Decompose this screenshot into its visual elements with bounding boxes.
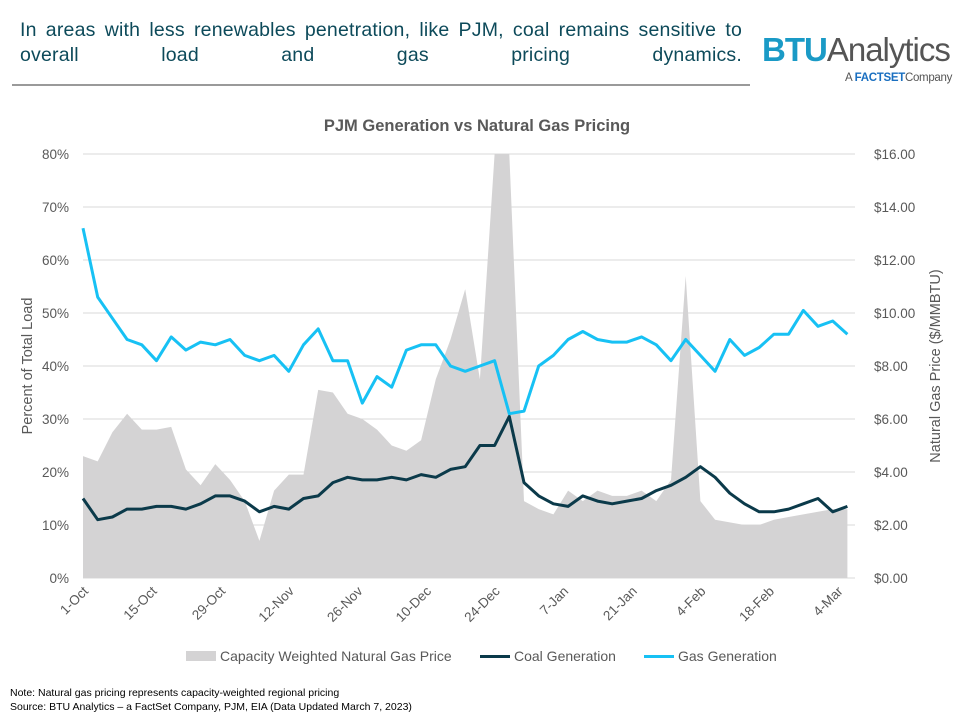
logo-product: Analytics xyxy=(826,31,951,68)
legend-swatch xyxy=(186,651,216,661)
y-tick-label: 0% xyxy=(49,571,69,586)
y2-tick-label: $12.00 xyxy=(874,253,915,268)
header-divider xyxy=(12,84,750,86)
legend-swatch xyxy=(480,654,510,658)
x-tick-label: 18-Feb xyxy=(736,584,777,625)
y-tick-label: 60% xyxy=(42,253,69,268)
x-tick-label: 29-Oct xyxy=(189,583,228,622)
chart-title: PJM Generation vs Natural Gas Pricing xyxy=(324,117,630,135)
y-tick-label: 40% xyxy=(42,359,69,374)
logo-brand: BTU xyxy=(762,31,828,68)
btu-analytics-logo: BTUAnalytics A FACTSETCompany xyxy=(762,31,952,85)
headline: In areas with less renewables penetratio… xyxy=(20,19,742,66)
legend-item-gas-price: Capacity Weighted Natural Gas Price xyxy=(186,648,452,664)
y2-tick-label: $4.00 xyxy=(874,465,908,480)
x-tick-label: 1-Oct xyxy=(57,583,91,617)
x-tick-label: 15-Oct xyxy=(120,583,159,622)
y2-axis-label: Natural Gas Price ($/MMBTU) xyxy=(928,269,944,462)
y-tick-label: 20% xyxy=(42,465,69,480)
source-text: Source: BTU Analytics – a FactSet Compan… xyxy=(10,701,412,713)
y2-tick-label: $16.00 xyxy=(874,147,915,162)
x-tick-label: 12-Nov xyxy=(256,583,298,625)
legend-label: Coal Generation xyxy=(514,648,616,664)
x-tick-label: 21-Jan xyxy=(600,584,640,624)
y2-tick-label: $10.00 xyxy=(874,306,915,321)
legend-item-gas-gen: Gas Generation xyxy=(644,648,777,664)
x-tick-label: 4-Mar xyxy=(810,583,846,619)
y-tick-label: 30% xyxy=(42,412,69,427)
x-tick-label: 7-Jan xyxy=(537,584,571,618)
x-tick-label: 10-Dec xyxy=(393,583,435,625)
legend-label: Gas Generation xyxy=(678,648,777,664)
x-tick-label: 24-Dec xyxy=(461,583,503,625)
note-text: Note: Natural gas pricing represents cap… xyxy=(10,687,340,699)
footnotes: Note: Natural gas pricing represents cap… xyxy=(10,686,412,714)
y-axis-label: Percent of Total Load xyxy=(20,298,36,435)
x-tick-label: 26-Nov xyxy=(324,583,366,625)
y-tick-label: 80% xyxy=(42,147,69,162)
y2-tick-label: $8.00 xyxy=(874,359,908,374)
x-tick-label: 4-Feb xyxy=(673,584,709,620)
gas-price-area xyxy=(83,154,848,578)
legend-label: Capacity Weighted Natural Gas Price xyxy=(220,648,452,664)
y-tick-label: 70% xyxy=(42,200,69,215)
coal-generation-line xyxy=(81,414,848,522)
logo-tagline-prefix: A xyxy=(845,72,852,84)
legend-swatch xyxy=(644,654,674,658)
y-tick-label: 50% xyxy=(42,306,69,321)
legend-item-coal: Coal Generation xyxy=(480,648,616,664)
y2-tick-label: $2.00 xyxy=(874,518,908,533)
gas-generation-line xyxy=(81,227,849,416)
y2-tick-label: $14.00 xyxy=(874,200,915,215)
logo-tagline-suffix: Company xyxy=(904,72,953,84)
y2-tick-label: $6.00 xyxy=(874,412,908,427)
y-tick-label: 10% xyxy=(42,518,69,533)
y2-tick-label: $0.00 xyxy=(874,571,908,586)
logo-tagline-brand: FACTSET xyxy=(854,72,906,84)
